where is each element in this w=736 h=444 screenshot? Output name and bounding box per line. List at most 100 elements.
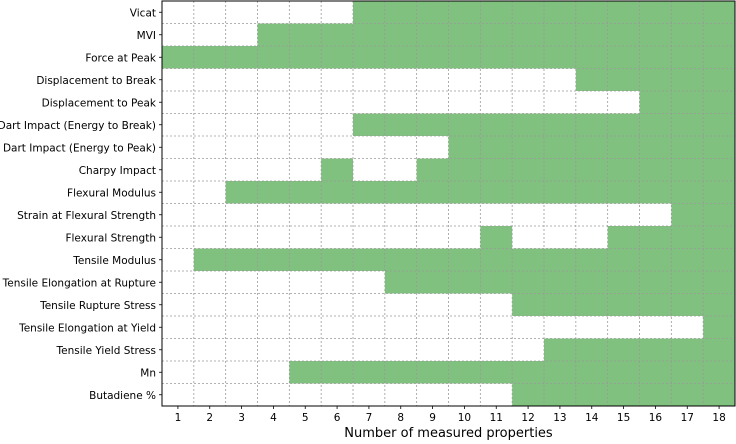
x-tick-label: 17 <box>681 412 694 424</box>
cell-tensile-yield-stress-18 <box>703 338 736 362</box>
cell-flexural-modulus-8 <box>384 181 418 204</box>
cell-displacement-to-break-5 <box>289 68 322 92</box>
cell-tensile-elongation-at-yield-6 <box>321 316 354 339</box>
cell-charpy-impact-12 <box>512 158 545 182</box>
cell-force-at-peak-10 <box>448 46 481 69</box>
cell-tensile-rupture-stress-4 <box>257 293 290 317</box>
cell-tensile-elongation-at-rupture-5 <box>289 271 322 294</box>
cell-charpy-impact-15 <box>607 158 640 182</box>
cell-mn-9 <box>416 361 449 384</box>
cell-charpy-impact-14 <box>575 158 609 182</box>
cell-tensile-elongation-at-yield-1 <box>162 316 195 339</box>
y-tick-labels: Vicat MVI Force at Peak Displacement to Bre… <box>0 7 162 402</box>
cell-tensile-elongation-at-yield-11 <box>480 316 513 339</box>
cell-force-at-peak-8 <box>384 46 418 69</box>
cell-displacement-to-break-10 <box>448 68 481 92</box>
cell-dart-impact-energy-to-break--6 <box>321 113 354 137</box>
cell-strain-at-flexural-strength-12 <box>512 203 545 227</box>
cell-tensile-rupture-stress-6 <box>321 293 354 317</box>
cell-displacement-to-peak-14 <box>575 91 609 114</box>
cell-dart-impact-energy-to-peak--18 <box>703 136 736 159</box>
cell-tensile-modulus-13 <box>544 248 577 272</box>
cell-flexural-strength-1 <box>162 226 195 249</box>
cell-displacement-to-peak-18 <box>703 91 736 114</box>
cell-butadiene--8 <box>384 383 418 407</box>
cell-dart-impact-energy-to-peak--8 <box>384 136 418 159</box>
cell-tensile-yield-stress-13 <box>544 338 577 362</box>
cell-tensile-yield-stress-7 <box>353 338 386 362</box>
cell-flexural-modulus-2 <box>193 181 227 204</box>
cell-butadiene--18 <box>703 383 736 407</box>
cell-charpy-impact-13 <box>544 158 577 182</box>
cell-displacement-to-peak-8 <box>384 91 418 114</box>
cell-mn-16 <box>639 361 672 384</box>
cell-tensile-elongation-at-rupture-9 <box>416 271 449 294</box>
y-tick-label: Displacement to Peak <box>42 97 157 109</box>
cell-tensile-yield-stress-12 <box>512 338 545 362</box>
cell-dart-impact-energy-to-break--1 <box>162 113 195 137</box>
cell-vicat-12 <box>512 1 545 24</box>
cell-tensile-modulus-1 <box>162 248 195 272</box>
x-tick-label: 12 <box>521 412 534 424</box>
y-tick-label: Force at Peak <box>85 52 156 64</box>
cell-flexural-modulus-16 <box>639 181 672 204</box>
cell-tensile-modulus-10 <box>448 248 481 272</box>
cell-tensile-modulus-2 <box>193 248 227 272</box>
cell-dart-impact-energy-to-break--15 <box>607 113 640 137</box>
x-tick-label: 16 <box>649 412 663 424</box>
cell-flexural-strength-18 <box>703 226 736 249</box>
y-tick-label: Dart Impact (Energy to Peak) <box>3 142 156 154</box>
cell-tensile-elongation-at-yield-3 <box>225 316 258 339</box>
cell-mvi-1 <box>162 23 195 47</box>
cell-tensile-elongation-at-yield-13 <box>544 316 577 339</box>
cell-mvi-5 <box>289 23 322 47</box>
cell-flexural-strength-11 <box>480 226 513 249</box>
cell-mvi-16 <box>639 23 672 47</box>
cell-mvi-14 <box>575 23 609 47</box>
cell-mn-8 <box>384 361 418 384</box>
cell-strain-at-flexural-strength-15 <box>607 203 640 227</box>
cell-flexural-modulus-10 <box>448 181 481 204</box>
y-tick-label: Tensile Rupture Stress <box>39 300 156 312</box>
cell-tensile-elongation-at-rupture-13 <box>544 271 577 294</box>
cell-strain-at-flexural-strength-2 <box>193 203 227 227</box>
cell-dart-impact-energy-to-peak--5 <box>289 136 322 159</box>
cell-displacement-to-break-3 <box>225 68 258 92</box>
cell-flexural-strength-17 <box>671 226 704 249</box>
cell-dart-impact-energy-to-break--5 <box>289 113 322 137</box>
cell-tensile-yield-stress-1 <box>162 338 195 362</box>
cell-dart-impact-energy-to-break--17 <box>671 113 704 137</box>
cell-tensile-elongation-at-yield-2 <box>193 316 227 339</box>
cell-tensile-elongation-at-yield-4 <box>257 316 290 339</box>
y-tick-label: Flexural Modulus <box>67 187 156 199</box>
cell-force-at-peak-7 <box>353 46 386 69</box>
cell-displacement-to-break-18 <box>703 68 736 92</box>
cell-butadiene--4 <box>257 383 290 407</box>
x-tick-label: 7 <box>366 412 373 424</box>
cell-displacement-to-break-6 <box>321 68 354 92</box>
cell-displacement-to-break-2 <box>193 68 227 92</box>
cell-flexural-strength-16 <box>639 226 672 249</box>
cell-tensile-yield-stress-9 <box>416 338 449 362</box>
y-tick-label: Tensile Elongation at Yield <box>18 322 156 334</box>
cell-tensile-modulus-18 <box>703 248 736 272</box>
cell-tensile-yield-stress-6 <box>321 338 354 362</box>
cell-mn-11 <box>480 361 513 384</box>
cell-flexural-strength-10 <box>448 226 481 249</box>
cell-tensile-yield-stress-16 <box>639 338 672 362</box>
x-tick-label: 9 <box>429 412 436 424</box>
cell-strain-at-flexural-strength-11 <box>480 203 513 227</box>
cell-flexural-modulus-6 <box>321 181 354 204</box>
cell-tensile-yield-stress-4 <box>257 338 290 362</box>
cell-flexural-modulus-17 <box>671 181 704 204</box>
x-tick-label: 10 <box>458 412 471 424</box>
cell-dart-impact-energy-to-break--18 <box>703 113 736 137</box>
cell-vicat-15 <box>607 1 640 24</box>
cell-tensile-elongation-at-yield-7 <box>353 316 386 339</box>
cell-butadiene--12 <box>512 383 545 407</box>
cell-vicat-18 <box>703 1 736 24</box>
cell-flexural-strength-4 <box>257 226 290 249</box>
cell-butadiene--3 <box>225 383 258 407</box>
cell-dart-impact-energy-to-break--9 <box>416 113 449 137</box>
cell-tensile-elongation-at-yield-15 <box>607 316 640 339</box>
